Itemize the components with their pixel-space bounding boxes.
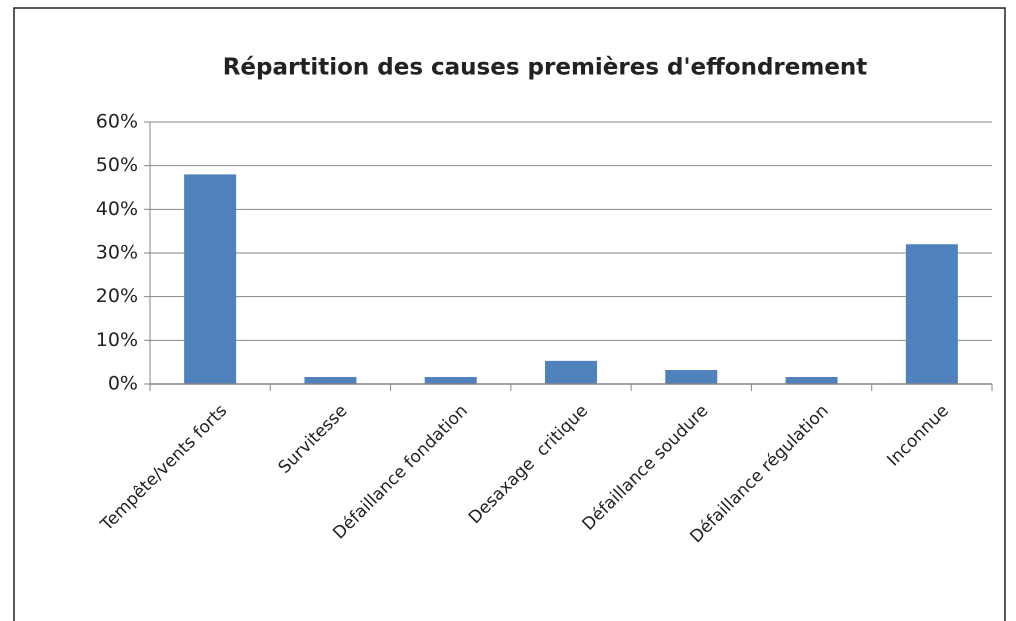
bar bbox=[424, 377, 477, 384]
bar bbox=[184, 174, 237, 384]
bar bbox=[665, 370, 718, 384]
bar bbox=[785, 377, 838, 384]
bar bbox=[905, 244, 958, 384]
y-tick-label: 40% bbox=[96, 198, 138, 220]
y-tick-label: 0% bbox=[108, 373, 138, 395]
y-tick-label: 60% bbox=[96, 111, 138, 133]
y-tick-label: 30% bbox=[96, 242, 138, 264]
chart-title: Répartition des causes premières d'effon… bbox=[223, 55, 868, 81]
y-tick-label: 20% bbox=[96, 285, 138, 307]
chart-frame bbox=[13, 7, 1006, 621]
y-tick-label: 10% bbox=[96, 329, 138, 351]
bar bbox=[545, 360, 597, 384]
bar bbox=[304, 377, 357, 384]
y-tick-label: 50% bbox=[96, 154, 138, 176]
